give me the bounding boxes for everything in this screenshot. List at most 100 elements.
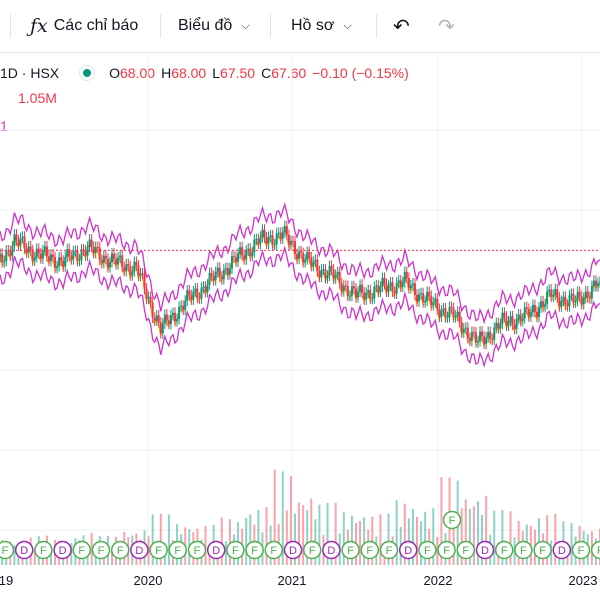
volume-bar bbox=[257, 509, 260, 565]
event-marker-label: D bbox=[558, 545, 566, 557]
event-marker-label: F bbox=[270, 545, 277, 557]
indicators-button[interactable]: ƒx Các chỉ báo bbox=[30, 0, 138, 52]
candle-body bbox=[186, 290, 189, 301]
event-marker: D bbox=[14, 540, 34, 560]
candle-body bbox=[409, 285, 412, 289]
candle-body bbox=[222, 269, 225, 280]
candle-body bbox=[0, 253, 2, 257]
candle-body bbox=[285, 226, 288, 235]
volume-bar bbox=[363, 517, 366, 565]
candle-body bbox=[1, 253, 4, 263]
candle-body bbox=[535, 311, 538, 317]
candle-body bbox=[430, 295, 433, 306]
candle-body bbox=[13, 234, 16, 247]
undo-icon: ↶ bbox=[393, 15, 410, 38]
candle-body bbox=[155, 315, 158, 321]
candle-body bbox=[62, 260, 65, 267]
candle-body bbox=[19, 237, 22, 246]
candle-body bbox=[359, 284, 362, 292]
event-marker-label: D bbox=[135, 545, 143, 557]
candle-body bbox=[52, 254, 55, 258]
event-marker-label: D bbox=[327, 545, 335, 557]
candle-body bbox=[237, 253, 240, 262]
candle-body bbox=[503, 312, 506, 317]
event-marker-label: F bbox=[386, 545, 393, 557]
candle-body bbox=[176, 318, 179, 322]
volume-bar bbox=[472, 506, 475, 565]
volume-bar bbox=[403, 503, 406, 565]
candle-body bbox=[113, 253, 116, 259]
candle-body bbox=[188, 290, 191, 296]
candle-body bbox=[420, 293, 423, 295]
candle-body bbox=[464, 327, 467, 329]
x-axis-tick-label: 2021 bbox=[278, 573, 307, 588]
candle-body bbox=[505, 316, 508, 326]
candle-body bbox=[269, 235, 272, 237]
event-marker: F bbox=[91, 540, 111, 560]
volume-bar bbox=[50, 554, 52, 565]
candle-body bbox=[90, 239, 93, 247]
candle-body bbox=[125, 264, 128, 272]
volume-bar bbox=[452, 520, 455, 565]
candle-body bbox=[318, 271, 321, 277]
profile-dropdown[interactable]: Hồ sơ ⌵ bbox=[291, 0, 352, 52]
candle-body bbox=[346, 285, 349, 296]
event-marker: D bbox=[283, 540, 303, 560]
redo-button[interactable]: ↷ bbox=[438, 0, 455, 52]
candle-body bbox=[174, 312, 177, 322]
candle-body bbox=[243, 255, 246, 260]
candle-body bbox=[395, 282, 398, 294]
candle-body bbox=[84, 250, 87, 256]
candle-body bbox=[481, 331, 484, 337]
volume-bar bbox=[334, 502, 337, 565]
event-marker-label: F bbox=[194, 545, 201, 557]
volume-bar bbox=[265, 507, 268, 565]
event-marker-label: D bbox=[289, 545, 297, 557]
earnings-marker-icon bbox=[226, 540, 245, 560]
candle-body bbox=[165, 314, 168, 321]
candle-body bbox=[115, 258, 118, 265]
candle-body bbox=[253, 239, 256, 253]
candle-body bbox=[568, 295, 571, 307]
candle-body bbox=[298, 251, 301, 259]
event-marker-label: F bbox=[366, 545, 373, 557]
candle-body bbox=[25, 248, 28, 253]
candle-body bbox=[247, 248, 250, 251]
candle-body bbox=[462, 328, 465, 333]
candle-body bbox=[127, 264, 130, 267]
dividend-marker-icon bbox=[475, 540, 495, 560]
candle-body bbox=[424, 300, 427, 303]
candle-body bbox=[257, 239, 260, 244]
volume-bar bbox=[318, 504, 321, 565]
price-chart[interactable]: FDFDFFFDFFFDFFFDFDFFFDFFFDFFFDFFF1920202… bbox=[0, 52, 600, 600]
candle-body bbox=[54, 257, 57, 268]
earnings-marker-icon bbox=[437, 540, 456, 560]
undo-button[interactable]: ↶ bbox=[393, 0, 410, 52]
candle-body bbox=[373, 286, 376, 299]
candle-body bbox=[525, 307, 528, 309]
chart-type-dropdown[interactable]: Biểu đồ ⌵ bbox=[178, 0, 250, 52]
candle-body bbox=[316, 259, 319, 272]
candle-body bbox=[407, 278, 410, 289]
candle-body bbox=[432, 302, 435, 306]
candle-body bbox=[145, 288, 148, 299]
volume-bar bbox=[102, 554, 105, 565]
candle-body bbox=[37, 248, 40, 254]
candle-body bbox=[163, 314, 166, 324]
candle-body bbox=[202, 286, 205, 288]
event-marker-label: F bbox=[597, 545, 600, 557]
x-axis-tick-label: 2023 bbox=[569, 573, 598, 588]
event-marker: F bbox=[149, 540, 168, 560]
candle-body bbox=[21, 236, 24, 238]
candle-body bbox=[369, 290, 372, 299]
symbol-label[interactable]: 1D · HSX bbox=[0, 65, 60, 81]
candle-body bbox=[365, 292, 368, 300]
candle-body bbox=[216, 267, 219, 273]
candle-body bbox=[499, 323, 502, 329]
candle-body bbox=[552, 294, 555, 297]
dividend-marker-icon bbox=[552, 540, 572, 560]
volume-bar bbox=[298, 502, 301, 565]
market-status-icon[interactable] bbox=[79, 65, 96, 81]
candle-body bbox=[192, 291, 195, 300]
event-marker: F bbox=[514, 540, 533, 560]
